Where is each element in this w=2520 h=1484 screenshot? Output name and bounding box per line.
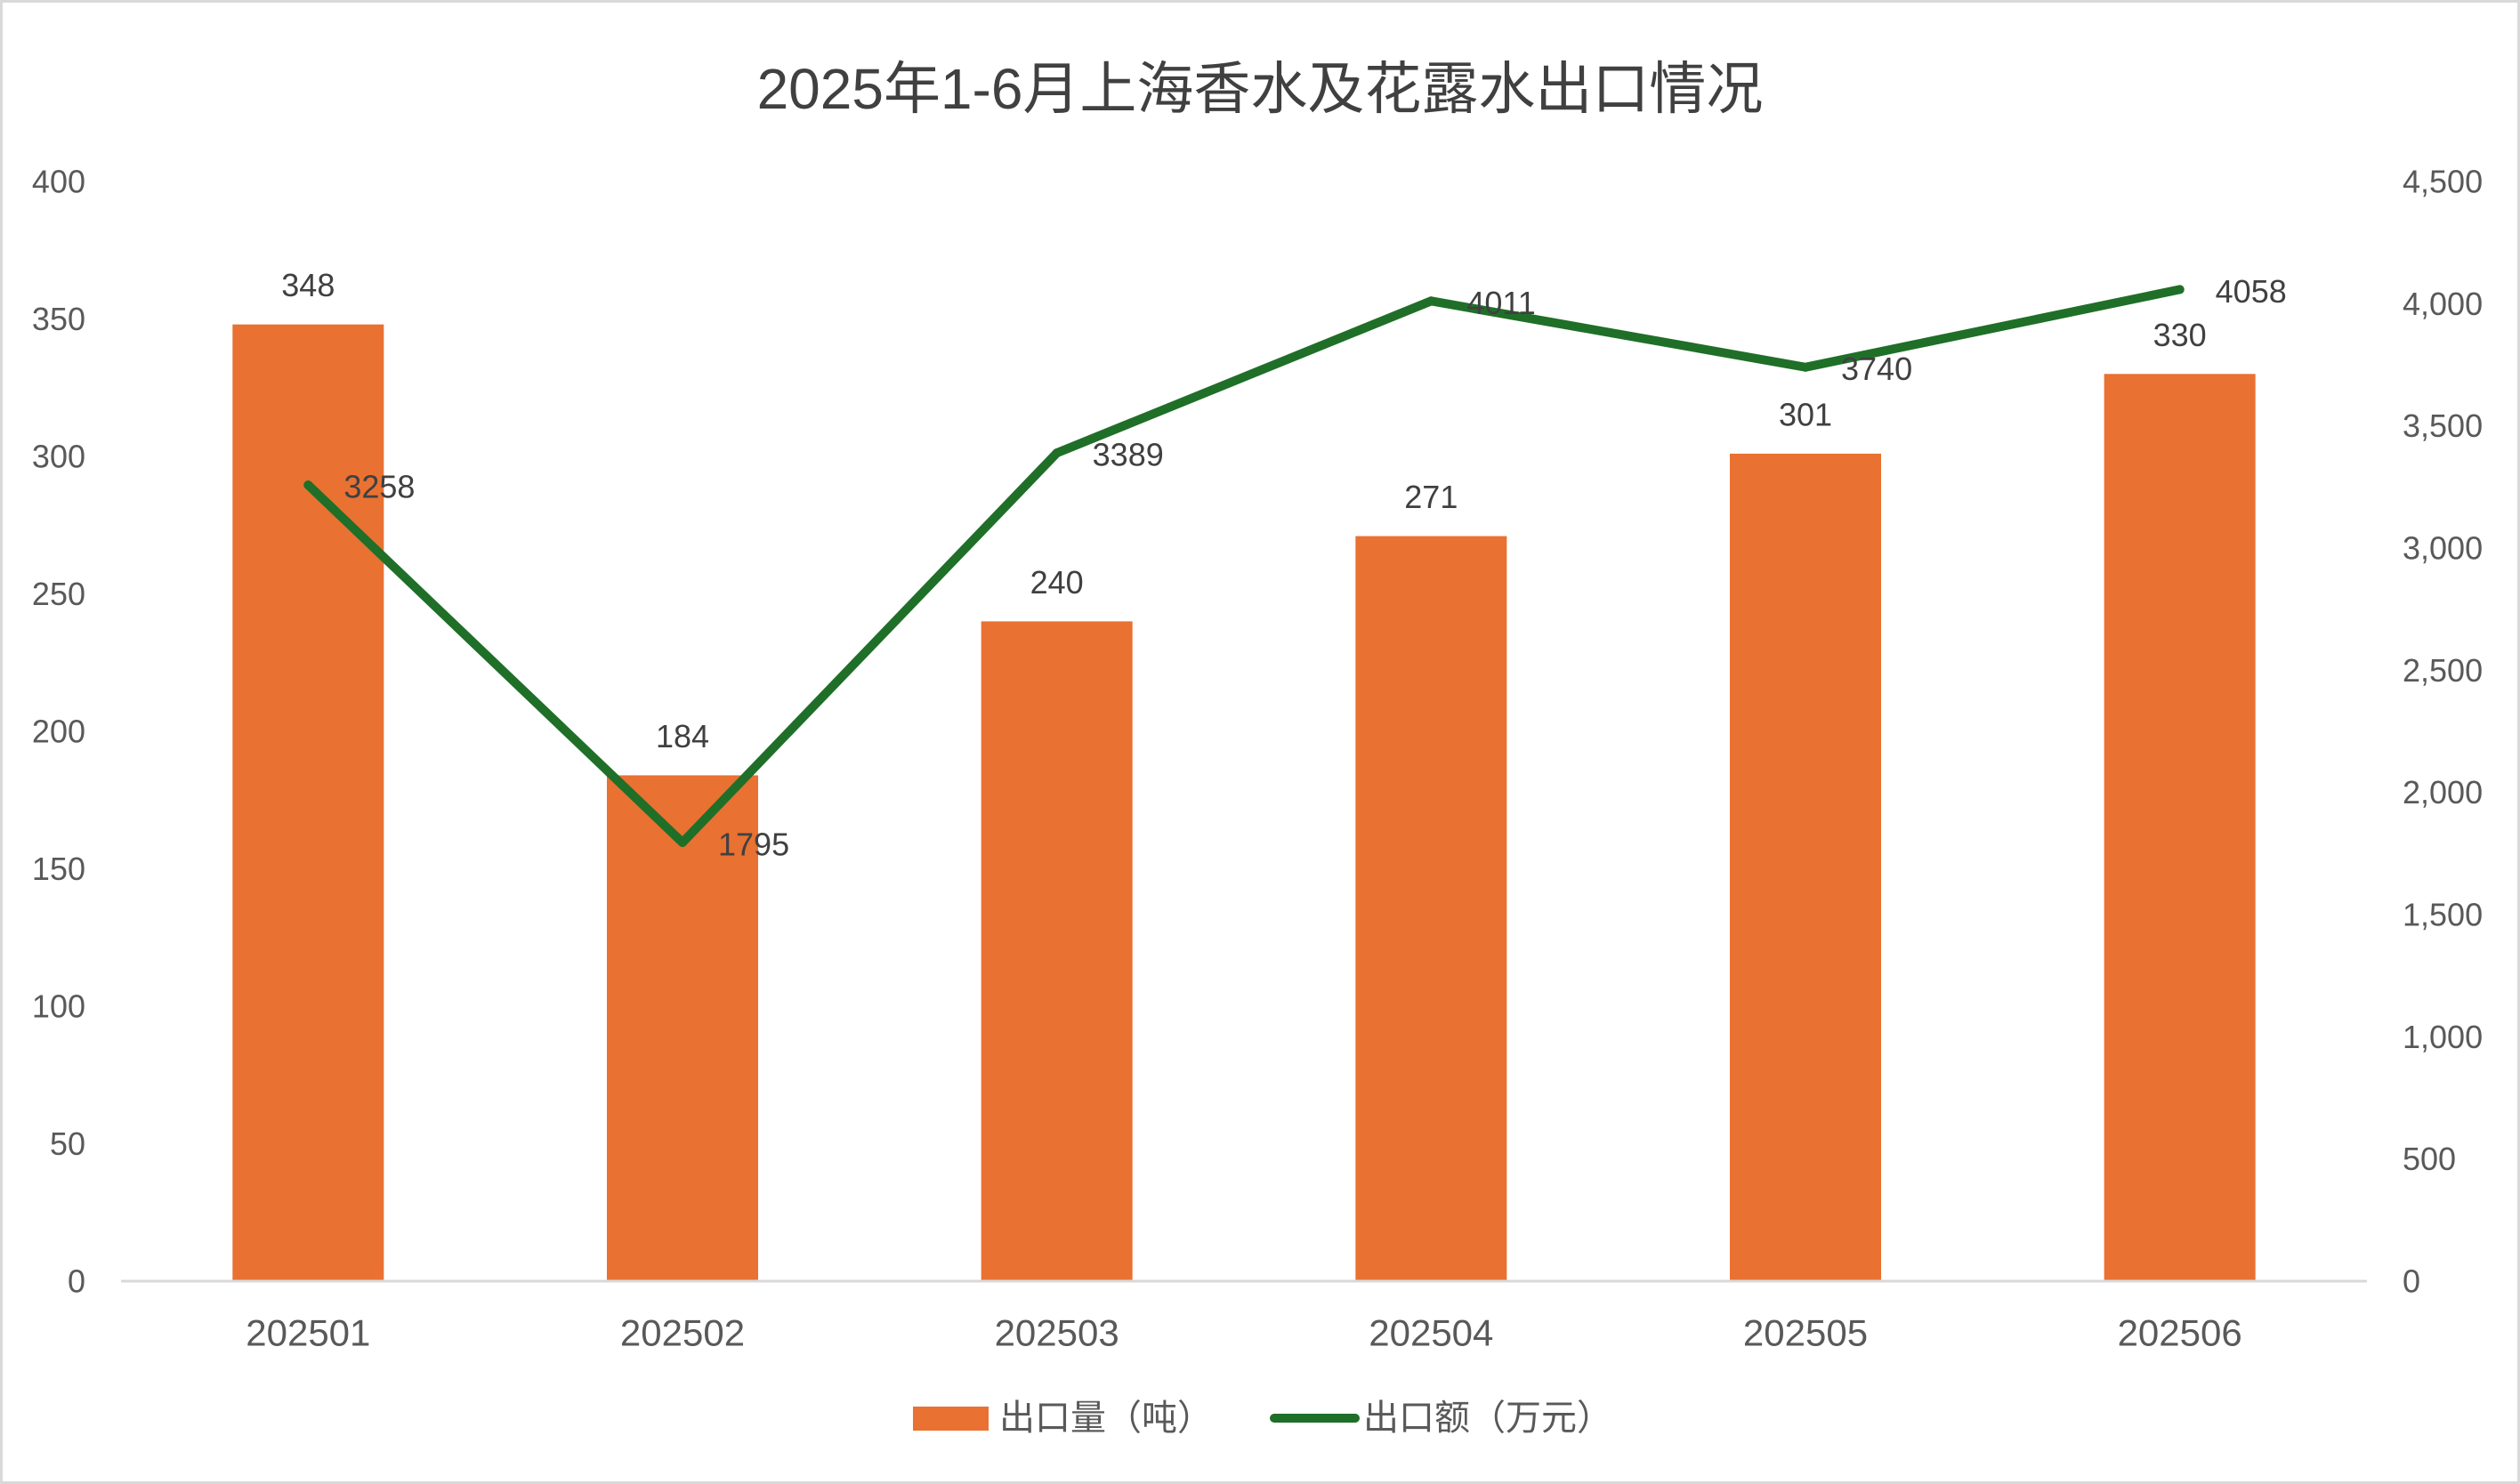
legend: 出口量（吨） 出口额（万元） [913, 1399, 1612, 1438]
x-tick-label-202502: 202502 [620, 1312, 745, 1354]
y2-tick-label-500: 500 [2403, 1141, 2456, 1177]
y2-tick-label-0: 0 [2403, 1263, 2420, 1300]
y-tick-label-0: 0 [68, 1263, 85, 1300]
line-point-202504[interactable] [1426, 296, 1436, 306]
legend-item-bar[interactable]: 出口量（吨） [913, 1399, 1213, 1438]
y2-tick-label-2,000: 2,000 [2403, 774, 2483, 811]
y2-tick-label-1,000: 1,000 [2403, 1019, 2483, 1055]
bar-202503[interactable] [981, 621, 1133, 1281]
y-tick-label-50: 50 [50, 1125, 85, 1162]
y-tick-label-350: 350 [32, 301, 85, 337]
y-tick-label-150: 150 [32, 851, 85, 887]
line-label-202505: 3740 [1841, 351, 1912, 387]
y2-tick-label-3,000: 3,000 [2403, 530, 2483, 567]
line-point-202502[interactable] [678, 837, 687, 847]
bar-202506[interactable] [2104, 374, 2256, 1281]
y-axis-left: 0 50 100 150 200 250 300 350 400 [32, 164, 85, 1300]
bar-label-202505: 301 [1779, 396, 1832, 432]
line-point-202503[interactable] [1052, 448, 1062, 458]
y-tick-label-250: 250 [32, 576, 85, 612]
bar-label-202504: 271 [1404, 479, 1458, 515]
line-label-202501: 3258 [343, 469, 415, 505]
legend-bar-label: 出口量（吨） [999, 1399, 1213, 1438]
bar-202504[interactable] [1355, 536, 1507, 1281]
x-tick-label-202503: 202503 [995, 1312, 1119, 1354]
y-tick-label-200: 200 [32, 714, 85, 750]
line-point-202505[interactable] [1801, 362, 1810, 372]
y-axis-right: 0 500 1,000 1,500 2,000 2,500 3,000 3,500 4,000 4… [2403, 164, 2483, 1300]
line-label-202506: 4058 [2216, 273, 2287, 310]
line-point-202506[interactable] [2175, 285, 2185, 294]
y2-tick-label-3,500: 3,500 [2403, 407, 2483, 444]
y-tick-label-400: 400 [32, 164, 85, 200]
bar-data-labels: 348 184 240 271 301 330 [281, 267, 2206, 754]
line-path[interactable] [303, 285, 2185, 847]
legend-item-line[interactable]: 出口额（万元） [1270, 1399, 1612, 1438]
legend-line-label: 出口额（万元） [1363, 1399, 1612, 1438]
line-series [303, 285, 2185, 847]
chart-title: 2025年1-6月上海香水及花露水出口情况 [757, 57, 1764, 121]
bar-label-202501: 348 [281, 267, 335, 303]
x-axis: 202501 202502 202503 202504 202505 202506 [246, 1312, 2241, 1354]
legend-bar-swatch [913, 1407, 989, 1431]
bar-label-202506: 330 [2153, 317, 2207, 353]
line-label-202503: 3389 [1093, 437, 1164, 473]
y2-tick-label-4,500: 4,500 [2403, 164, 2483, 200]
y-tick-label-300: 300 [32, 439, 85, 475]
bar-202505[interactable] [1730, 453, 1881, 1281]
line-data-labels: 3258 1795 3389 4011 3740 4058 [343, 273, 2286, 863]
x-tick-label-202505: 202505 [1743, 1312, 1868, 1354]
x-tick-label-202504: 202504 [1369, 1312, 1493, 1354]
bar-label-202503: 240 [1030, 564, 1084, 601]
bar-label-202502: 184 [656, 718, 709, 754]
line-point-202501[interactable] [303, 480, 313, 490]
x-tick-label-202501: 202501 [246, 1312, 370, 1354]
bar-202502[interactable] [607, 775, 758, 1281]
y2-tick-label-4,000: 4,000 [2403, 286, 2483, 322]
y2-tick-label-1,500: 1,500 [2403, 897, 2483, 933]
line-label-202502: 1795 [718, 826, 789, 862]
y-tick-label-100: 100 [32, 988, 85, 1025]
x-tick-label-202506: 202506 [2118, 1312, 2242, 1354]
y2-tick-label-2,500: 2,500 [2403, 652, 2483, 689]
line-label-202504: 4011 [1466, 285, 1535, 321]
